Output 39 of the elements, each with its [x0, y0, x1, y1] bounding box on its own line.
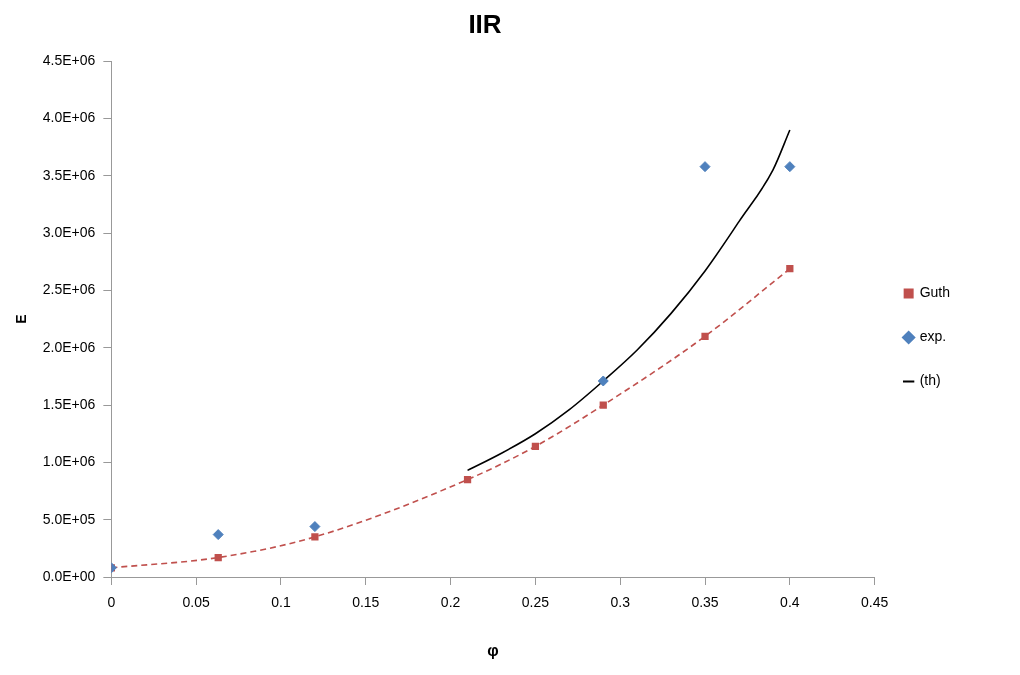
- legend-label: (th): [919, 372, 941, 389]
- chart-title: IIR: [468, 8, 502, 39]
- y-tick-label: 1.5E+06: [42, 395, 96, 412]
- point: [531, 442, 540, 450]
- y-tick-label: 0.0E+00: [42, 567, 96, 584]
- point: [786, 265, 794, 273]
- y-tick-label: 1.0E+06: [42, 453, 96, 470]
- y-tick-label: 2.0E+06: [42, 338, 96, 355]
- x-tick-label: 0.15: [352, 594, 380, 611]
- point: [212, 529, 224, 541]
- x-tick-label: 0.1: [271, 594, 291, 611]
- legend-label: Guth: [919, 284, 951, 301]
- y-tick-label: 5.0E+05: [42, 510, 96, 527]
- line-series: [466, 129, 791, 472]
- point: [214, 553, 222, 562]
- point: [597, 375, 609, 387]
- legend-label: exp.: [919, 328, 947, 345]
- y-tick-label: 4.5E+06: [42, 52, 96, 69]
- x-tick-label: 0.25: [521, 594, 550, 611]
- point: [784, 161, 796, 173]
- x-tick-label: 0.45: [861, 594, 889, 611]
- x-tick-label: 0.3: [610, 594, 631, 611]
- x-tick-label: 0.4: [780, 594, 800, 611]
- y-axis-title: E: [13, 314, 30, 324]
- point: [463, 475, 472, 484]
- point: [699, 161, 711, 173]
- y-tick-label: 4.0E+06: [42, 109, 96, 126]
- x-tick-label: 0.2: [440, 594, 461, 611]
- x-tick-label: 0.05: [182, 594, 210, 611]
- x-tick-label: 0.35: [691, 594, 719, 611]
- y-tick-label: 3.0E+06: [42, 223, 96, 240]
- y-tick-label: 3.5E+06: [42, 166, 96, 183]
- point: [309, 521, 321, 533]
- y-tick-label: 2.5E+06: [42, 281, 96, 298]
- point: [599, 401, 607, 409]
- point: [311, 533, 319, 541]
- point: [701, 332, 709, 340]
- x-tick-label: 0: [107, 594, 116, 611]
- x-axis-title: φ: [487, 641, 499, 659]
